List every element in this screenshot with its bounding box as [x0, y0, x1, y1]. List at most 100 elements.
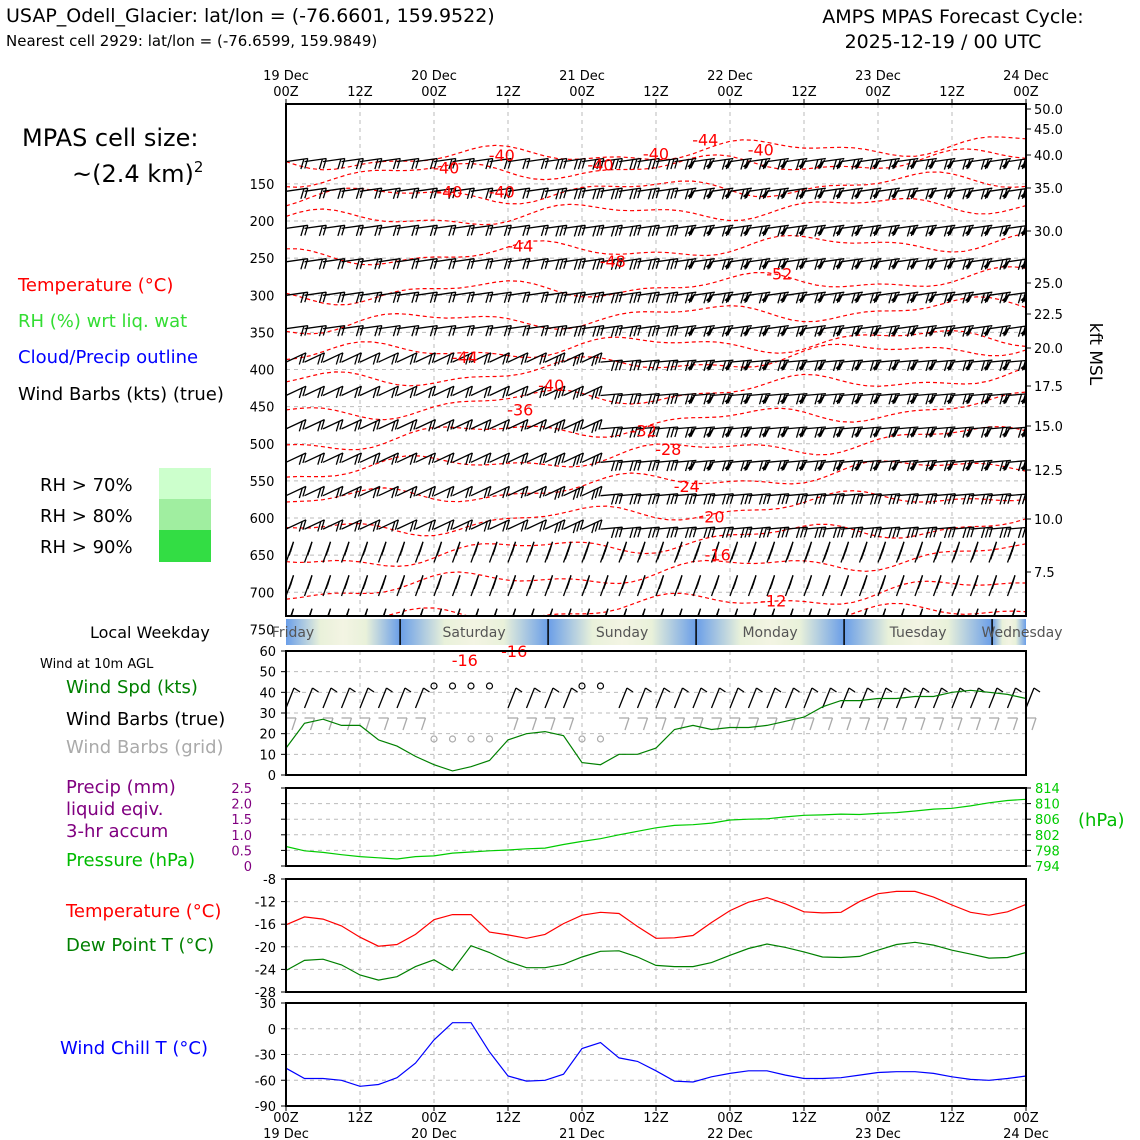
barb-flag — [337, 326, 342, 337]
wind-barb — [525, 575, 535, 597]
barb-flag — [391, 487, 396, 499]
barb-shaft — [896, 359, 919, 363]
barb-flag — [929, 292, 934, 303]
barb-flag — [795, 394, 801, 405]
barb-flag — [888, 326, 893, 337]
wind-barb — [1025, 394, 1026, 396]
barb-shaft — [803, 459, 826, 463]
barb-flag — [378, 325, 383, 336]
barb-shaft — [692, 493, 715, 497]
surface-barb-grid-flag — [920, 717, 926, 731]
barb-flag — [304, 158, 309, 169]
barb-shaft — [729, 459, 752, 463]
contour-label: -16 — [452, 651, 478, 670]
barb-shaft — [988, 187, 1011, 192]
barb-flag — [354, 521, 359, 532]
barb-shaft — [988, 459, 1011, 463]
barb-flag — [984, 527, 990, 538]
barb-flag — [740, 394, 745, 405]
forecast-cycle: 2025-12-19 / 00 UTC — [845, 31, 1042, 53]
barb-shaft — [618, 426, 641, 430]
barb-flag — [777, 259, 782, 270]
wind-barb — [341, 385, 363, 399]
barb-flag — [805, 549, 810, 560]
barb-flag — [740, 427, 745, 438]
surface-barb-grid-flag — [513, 717, 519, 731]
barb-flag — [468, 386, 474, 397]
barb-flag — [1029, 612, 1032, 622]
barb-flag — [814, 394, 819, 405]
wind-barb — [433, 519, 455, 532]
barb-flag — [832, 460, 838, 472]
barb-shaft — [489, 452, 510, 463]
barb-shaft — [637, 157, 660, 163]
wind-barb — [840, 224, 863, 237]
barb-flag — [555, 226, 560, 237]
barb-flag — [317, 454, 322, 465]
wind-barb — [988, 426, 1011, 438]
barb-flag — [618, 325, 623, 336]
barb-shaft — [600, 426, 623, 430]
barb-shaft — [618, 258, 641, 263]
barb-flag — [740, 293, 745, 304]
wind-barb — [544, 575, 554, 597]
barb-flag — [814, 226, 819, 237]
barb-flag — [1003, 527, 1008, 538]
wind-barb — [341, 258, 364, 270]
wind-barb — [382, 608, 387, 616]
barb-flag — [633, 460, 638, 471]
barb-flag — [468, 419, 474, 430]
wind-barb — [729, 526, 753, 539]
barb-flag — [317, 521, 322, 532]
barb-flag — [882, 612, 885, 616]
wind-barb — [396, 575, 406, 597]
barb-flag — [823, 549, 828, 560]
barb-pennant — [983, 393, 993, 404]
wind-barb — [322, 187, 346, 199]
barb-flag — [758, 427, 764, 438]
barb-shaft — [674, 157, 697, 163]
wind-barb — [415, 258, 438, 270]
wind-barb — [637, 258, 660, 270]
nearest-cell: Nearest cell 2929: lat/lon = (-76.6599, … — [6, 32, 377, 50]
barb-pennant — [890, 460, 900, 471]
barb-flag — [744, 259, 749, 270]
barb-shaft — [914, 459, 937, 463]
barb-shaft — [304, 419, 325, 430]
surface-barb-true — [692, 687, 702, 709]
bottom-hour-label: 12Z — [347, 1111, 373, 1126]
wind-barb — [951, 224, 974, 237]
barb-shaft — [544, 187, 567, 192]
barb-flag — [598, 352, 603, 363]
barb-shaft — [378, 224, 401, 230]
barb-flag — [357, 386, 363, 397]
barb-flag — [818, 493, 823, 505]
wind-barb — [470, 291, 494, 303]
barb-flag — [999, 394, 1004, 405]
barb-flag — [335, 387, 340, 399]
barb-flag — [487, 486, 492, 497]
barb-shaft — [692, 258, 715, 263]
barb-flag — [707, 493, 712, 505]
barb-flag — [413, 519, 418, 530]
barb-flag — [394, 519, 400, 530]
barb-flag — [614, 493, 620, 505]
barb-shaft — [322, 224, 345, 230]
wind-barb — [470, 385, 492, 399]
top-hour-label: 00Z — [717, 85, 743, 100]
barb-shaft — [600, 459, 623, 463]
barb-flag — [320, 352, 326, 363]
barb-flag — [962, 494, 967, 505]
barb-pennant — [835, 393, 845, 404]
barb-flag — [721, 259, 727, 270]
wind-barb — [711, 459, 734, 472]
wind-barb — [549, 608, 554, 616]
barb-flag — [651, 427, 657, 438]
barb-flag — [470, 188, 475, 199]
barb-shaft — [711, 324, 734, 330]
barb-flag — [947, 427, 953, 438]
y-tick-label: -24 — [255, 963, 276, 978]
barb-flag — [573, 189, 579, 200]
barb-shaft — [378, 485, 399, 497]
